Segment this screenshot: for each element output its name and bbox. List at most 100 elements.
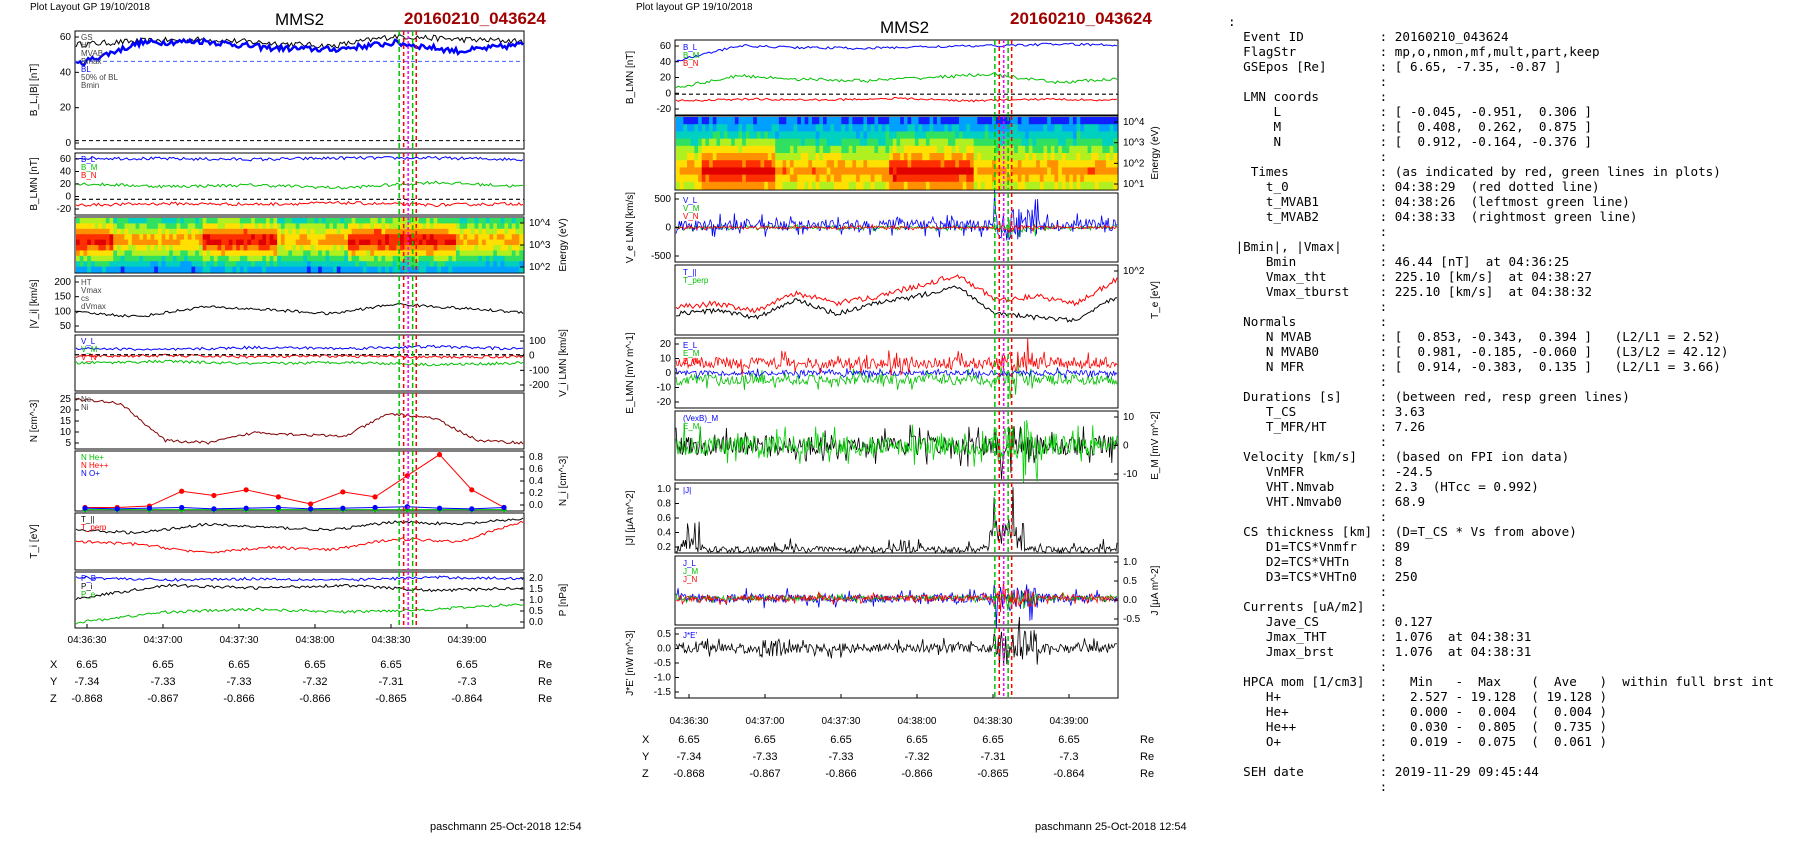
spectrogram-cell: [225, 228, 230, 235]
spectrogram-cell: [936, 174, 942, 183]
spectrogram-cell: [191, 255, 196, 262]
spectrogram-cell: [515, 223, 520, 230]
spectrogram-cell: [863, 145, 868, 154]
spectrogram-cell: [911, 174, 916, 183]
y-tick-label: 100: [54, 306, 71, 317]
spectrogram-cell: [1003, 174, 1008, 183]
spectrogram-cell: [834, 131, 839, 140]
spectrogram-cell: [845, 138, 850, 147]
spectrogram-cell: [889, 117, 894, 125]
y2-tick-label: 10^1: [1123, 179, 1145, 190]
spectrogram-cell: [756, 131, 762, 140]
spectrogram-cell: [881, 117, 887, 125]
spectrogram-cell: [1058, 145, 1063, 154]
spectrogram-cell: [925, 117, 931, 125]
spectrogram-cell: [1025, 174, 1030, 183]
spectrogram-cell: [102, 218, 107, 224]
spectrogram-cell: [508, 255, 513, 262]
y2-tick-label: 0.6: [529, 464, 543, 475]
y-tick-label: 1.0: [657, 484, 671, 495]
spectrogram-cell: [970, 131, 975, 140]
spectrogram-cell: [782, 138, 787, 147]
spectrogram-cell: [90, 261, 96, 268]
spectrogram-cell: [745, 153, 751, 161]
spectrogram-cell: [143, 261, 148, 268]
spectrogram-cell: [157, 239, 163, 246]
spectrogram-cell: [280, 245, 286, 251]
spectrogram-cell: [448, 228, 453, 235]
spectrogram-cell: [1094, 124, 1100, 132]
spectrogram-cell: [1036, 153, 1041, 161]
y-tick-label: -20: [57, 204, 72, 215]
spectrogram-cell: [944, 160, 949, 168]
spectrogram-cell: [925, 145, 931, 154]
spectrogram-cell: [867, 145, 872, 154]
spectrogram-cell: [988, 117, 993, 125]
spectrogram-cell: [90, 218, 96, 224]
spectrogram-cell: [1069, 153, 1074, 161]
x-tick-label: 04:38:00: [296, 635, 335, 646]
spectrogram-cell: [826, 181, 831, 190]
spectrogram-cell: [859, 124, 865, 132]
spectrogram-cell: [911, 160, 916, 168]
spectrogram-cell: [760, 160, 765, 168]
spectrogram-cell: [940, 117, 945, 125]
spectrogram-cell: [1017, 138, 1023, 147]
spectrogram-cell: [977, 145, 982, 154]
spectrogram-cell: [830, 174, 835, 183]
spectrogram-cell: [120, 239, 126, 246]
spectrogram-cell: [903, 160, 909, 168]
spectrogram-cell: [694, 145, 699, 154]
spectrogram-cell: [277, 255, 282, 262]
spectrogram-cell: [388, 218, 394, 224]
spectrogram-cell: [318, 250, 323, 257]
spectrogram-cell: [1080, 167, 1085, 176]
spectrogram-cell: [1113, 174, 1118, 183]
spectrogram-cell: [295, 239, 301, 246]
spectrogram-cell: [808, 124, 813, 132]
data-point: [275, 494, 281, 500]
spectrogram-cell: [962, 174, 967, 183]
spectrogram-cell: [727, 153, 732, 161]
spectrogram-cell: [277, 250, 282, 257]
spectrogram-cell: [94, 239, 99, 246]
spectrogram-cell: [988, 167, 993, 176]
spectrogram-cell: [705, 117, 710, 125]
y-axis-label: V_e LMN [km/s]: [625, 192, 636, 263]
spectrogram-cell: [999, 131, 1004, 140]
info-line: Vmax_tht : 225.10 [km/s] at 04:38:27: [1265, 269, 1592, 284]
series-line: [675, 580, 1118, 613]
spectrogram-cell: [236, 245, 241, 251]
spectrogram-cell: [870, 153, 876, 161]
spectrogram-cell: [841, 145, 846, 154]
spectrogram-cell: [826, 153, 831, 161]
spectrogram-cell: [966, 124, 971, 132]
spectrogram-cell: [1076, 153, 1081, 161]
spectrogram-cell: [1036, 181, 1041, 190]
info-line: N MVAB0 : [ 0.981, -0.185, -0.060 ] (L3/…: [1265, 344, 1729, 359]
position-value: 6.65: [1058, 734, 1079, 746]
spectrogram-cell: [172, 239, 178, 246]
spectrogram-cell: [756, 160, 762, 168]
spectrogram-cell: [422, 255, 427, 262]
spectrogram-cell: [277, 239, 282, 246]
info-line: N MFR : [ 0.914, -0.383, 0.135 ] (L2/L1 …: [1265, 359, 1721, 374]
info-line: :: [1379, 659, 1388, 674]
spectrogram-cell: [841, 167, 846, 176]
spectrogram-cell: [940, 167, 945, 176]
spectrogram-cell: [288, 245, 293, 251]
info-line: VHT.Nmvab0 : 68.9: [1265, 494, 1426, 509]
spectrogram-cell: [239, 239, 245, 246]
spectrogram-cell: [519, 234, 524, 241]
spectrogram-cell: [169, 266, 174, 273]
x-tick-label: 04:36:30: [670, 716, 709, 727]
spectrogram-cell: [474, 266, 479, 273]
spectrogram-cell: [870, 145, 876, 154]
spectrogram-cell: [786, 174, 791, 183]
spectrogram-cell: [79, 266, 85, 273]
info-line: T_CS : 3.63: [1265, 404, 1426, 419]
spectrogram-cell: [1028, 138, 1034, 147]
spectrogram-cell: [981, 153, 986, 161]
spectrogram-cell: [288, 218, 293, 224]
spectrogram-cell: [944, 138, 949, 147]
